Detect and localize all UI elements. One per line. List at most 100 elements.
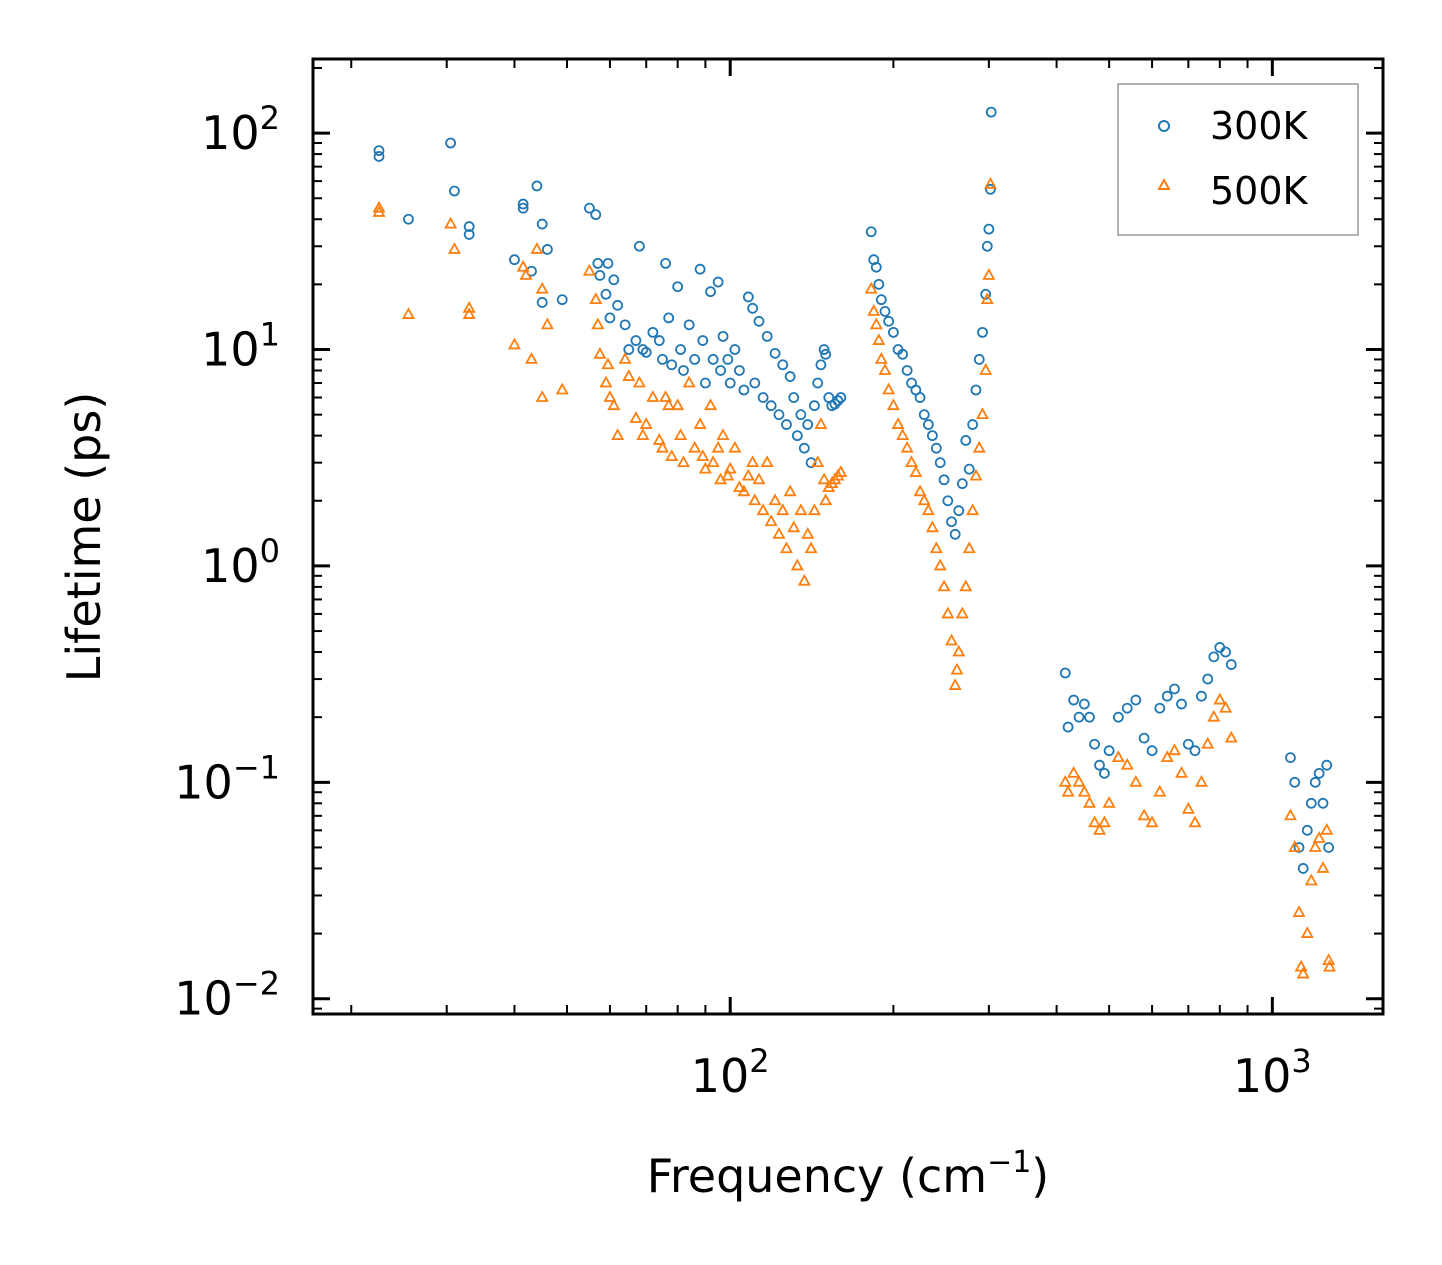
data-point-300k bbox=[918, 409, 930, 421]
data-point-300k bbox=[694, 263, 706, 275]
data-point-300k bbox=[590, 209, 602, 221]
data-point-500k bbox=[662, 398, 676, 411]
data-point-500k bbox=[732, 480, 746, 493]
data-point-300k bbox=[1176, 698, 1187, 710]
data-point-300k bbox=[865, 226, 877, 238]
data-point-500k bbox=[607, 398, 621, 411]
data-point-500k bbox=[878, 363, 892, 375]
data-point-300k bbox=[697, 335, 709, 346]
data-point-500k bbox=[904, 455, 919, 468]
data-point-300k bbox=[773, 409, 785, 421]
data-point-300k bbox=[914, 392, 926, 403]
data-point-300k bbox=[930, 442, 942, 454]
data-point-300k bbox=[531, 180, 543, 192]
data-point-300k bbox=[934, 457, 946, 469]
data-point-500k bbox=[646, 390, 660, 402]
data-point-300k bbox=[1313, 767, 1325, 779]
legend-label-500k: 500K bbox=[1210, 169, 1309, 213]
data-point-500k bbox=[872, 333, 886, 345]
data-point-300k bbox=[1225, 659, 1237, 670]
y-tick-label-exponent: 1 bbox=[260, 316, 280, 354]
data-point-500k bbox=[869, 317, 883, 330]
data-point-300k bbox=[1317, 797, 1329, 809]
data-point-500k bbox=[728, 440, 742, 453]
data-point-500k bbox=[867, 304, 881, 316]
legend-marker-500k bbox=[1157, 177, 1171, 190]
data-point-500k bbox=[516, 259, 530, 272]
data-point-300k bbox=[1098, 767, 1110, 779]
x-tick-label-base: 10 bbox=[691, 1049, 750, 1103]
data-point-500k bbox=[783, 484, 797, 497]
x-tick-label: 103 bbox=[1233, 1042, 1312, 1103]
data-point-500k bbox=[917, 493, 931, 506]
data-point-500k bbox=[811, 455, 825, 468]
data-point-300k bbox=[705, 286, 716, 298]
data-point-300k bbox=[832, 395, 844, 407]
data-point-500k bbox=[659, 390, 673, 402]
data-point-300k bbox=[1285, 752, 1296, 764]
data-point-300k bbox=[967, 419, 979, 430]
data-point-300k bbox=[765, 400, 777, 412]
data-point-300k bbox=[985, 106, 997, 118]
y-tick-label: 102 bbox=[201, 99, 280, 160]
data-point-300k bbox=[897, 348, 909, 360]
data-point-500k bbox=[804, 541, 818, 554]
data-point-300k bbox=[873, 278, 885, 290]
data-point-500k bbox=[1092, 822, 1107, 835]
data-point-300k bbox=[883, 315, 895, 327]
data-point-500k bbox=[462, 307, 476, 319]
data-point-300k bbox=[647, 326, 659, 338]
data-point-300k bbox=[699, 377, 711, 389]
series-500k bbox=[372, 176, 1337, 979]
data-point-500k bbox=[900, 440, 914, 453]
data-point-300k bbox=[707, 354, 719, 365]
data-point-500k bbox=[959, 579, 973, 592]
data-point-500k bbox=[801, 526, 815, 539]
data-point-500k bbox=[1077, 784, 1091, 797]
data-point-300k bbox=[820, 348, 832, 360]
data-point-300k bbox=[815, 359, 827, 371]
data-point-500k bbox=[723, 461, 737, 474]
data-point-500k bbox=[1082, 795, 1097, 808]
data-point-500k bbox=[952, 644, 966, 657]
data-point-500k bbox=[696, 449, 710, 461]
data-point-300k bbox=[870, 261, 882, 273]
data-point-500k bbox=[611, 428, 625, 441]
data-point-500k bbox=[737, 484, 751, 497]
data-point-300k bbox=[672, 281, 684, 293]
y-tick-label-base: 10 bbox=[174, 972, 233, 1026]
data-point-500k bbox=[593, 346, 607, 359]
data-point-300k bbox=[1161, 690, 1173, 702]
data-point-300k bbox=[802, 419, 814, 430]
data-point-300k bbox=[985, 183, 996, 195]
data-point-500k bbox=[794, 503, 808, 516]
data-point-500k bbox=[704, 398, 718, 411]
data-point-500k bbox=[599, 375, 613, 388]
data-point-300k bbox=[1059, 667, 1071, 679]
legend-label-300k: 300K bbox=[1210, 104, 1309, 148]
data-point-300k bbox=[1321, 759, 1333, 771]
data-point-300k bbox=[781, 419, 792, 430]
data-point-300k bbox=[1062, 721, 1074, 733]
data-point-500k bbox=[834, 465, 848, 477]
y-tick-label-exponent: 0 bbox=[260, 532, 280, 570]
data-point-300k bbox=[946, 516, 957, 528]
data-point-500k bbox=[372, 205, 386, 217]
data-point-300k bbox=[633, 240, 645, 252]
y-tick-label: 100 bbox=[201, 532, 280, 593]
data-point-300k bbox=[812, 377, 824, 389]
data-point-300k bbox=[584, 202, 595, 214]
data-point-500k bbox=[779, 541, 794, 554]
x-tick-labels: 102 103 bbox=[691, 1042, 1312, 1103]
data-point-300k bbox=[1208, 651, 1220, 663]
data-point-500k bbox=[603, 390, 617, 402]
data-point-300k bbox=[784, 371, 796, 382]
data-point-300k bbox=[761, 330, 773, 342]
data-point-500k bbox=[1058, 774, 1072, 787]
data-point-300k bbox=[788, 392, 800, 403]
data-point-300k bbox=[777, 359, 789, 371]
data-point-300k bbox=[623, 344, 635, 355]
data-point-500k bbox=[1308, 840, 1322, 852]
data-point-300k bbox=[1112, 711, 1124, 723]
